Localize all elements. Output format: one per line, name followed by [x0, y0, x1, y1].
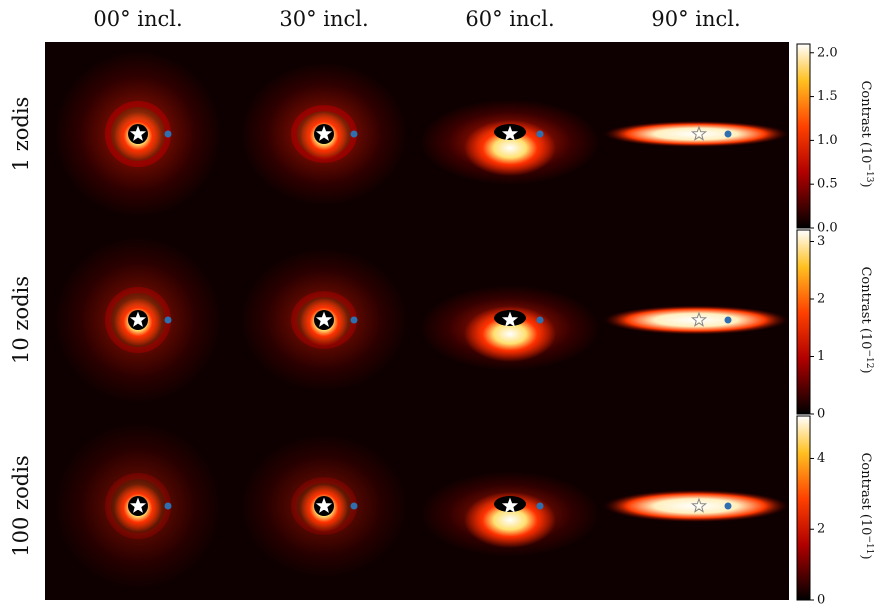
disk-image	[422, 286, 598, 370]
colorbar-label: Contrast (10−11)	[858, 452, 874, 559]
planet	[165, 503, 172, 510]
colorbar-tick-label: 1.0	[817, 133, 838, 148]
colorbar-tick-label: 1.5	[817, 89, 838, 104]
colorbar-tick-label: 0	[817, 407, 825, 422]
colorbar-label-text: Contrast (10	[858, 266, 873, 349]
planet	[725, 503, 732, 510]
column-label: 60° incl.	[465, 7, 554, 31]
planet	[725, 317, 732, 324]
planet	[537, 131, 544, 138]
colorbar-tick-label: 2.0	[817, 45, 838, 60]
planet	[351, 131, 358, 138]
colorbar-label-text: Contrast (10	[858, 452, 873, 535]
edge-disk	[604, 306, 788, 335]
planet	[725, 131, 732, 138]
edge-disk	[604, 490, 788, 522]
colorbar-label-exponent: −13	[864, 163, 874, 182]
colorbar-label-exponent: −12	[864, 349, 874, 368]
row-label: 10 zodis	[9, 276, 33, 364]
colorbar-tick-label: 0.5	[817, 177, 838, 192]
colorbar-tick-label: 2	[817, 292, 825, 307]
colorbar	[797, 230, 810, 414]
colorbar-label-suffix: )	[858, 368, 873, 373]
disk-image	[604, 121, 788, 147]
colorbar-label-suffix: )	[858, 554, 873, 559]
disk-image	[604, 306, 788, 335]
colorbar-tick-label: 0	[817, 593, 825, 608]
column-label: 30° incl.	[279, 7, 368, 31]
column-label: 00° incl.	[93, 7, 182, 31]
row-label: 100 zodis	[9, 455, 33, 556]
planet	[537, 503, 544, 510]
colorbar-label: Contrast (10−12)	[858, 266, 874, 373]
disk-image	[422, 100, 598, 184]
column-label: 90° incl.	[651, 7, 740, 31]
colorbar-tick-label: 4	[817, 451, 825, 466]
colorbar	[797, 44, 810, 228]
colorbar-label-text: Contrast (10	[858, 80, 873, 163]
disk-image	[604, 490, 788, 522]
planet	[165, 317, 172, 324]
planet	[537, 317, 544, 324]
figure: 00° incl. 30° incl. 60° incl. 90° incl. 1 zo…	[0, 0, 881, 608]
colorbar-label-exponent: −11	[864, 535, 874, 554]
row-label: 1 zodis	[9, 97, 33, 172]
colorbar-tick-label: 1	[817, 349, 825, 364]
planet	[351, 317, 358, 324]
planet	[351, 503, 358, 510]
colorbar-tick-label: 2	[817, 522, 825, 537]
colorbar-label: Contrast (10−13)	[858, 80, 874, 187]
disk-image	[422, 472, 598, 556]
edge-disk	[604, 121, 788, 147]
colorbar-tick-label: 3	[817, 234, 825, 249]
colorbar	[797, 416, 810, 600]
planet	[165, 131, 172, 138]
colorbar-label-suffix: )	[858, 182, 873, 187]
